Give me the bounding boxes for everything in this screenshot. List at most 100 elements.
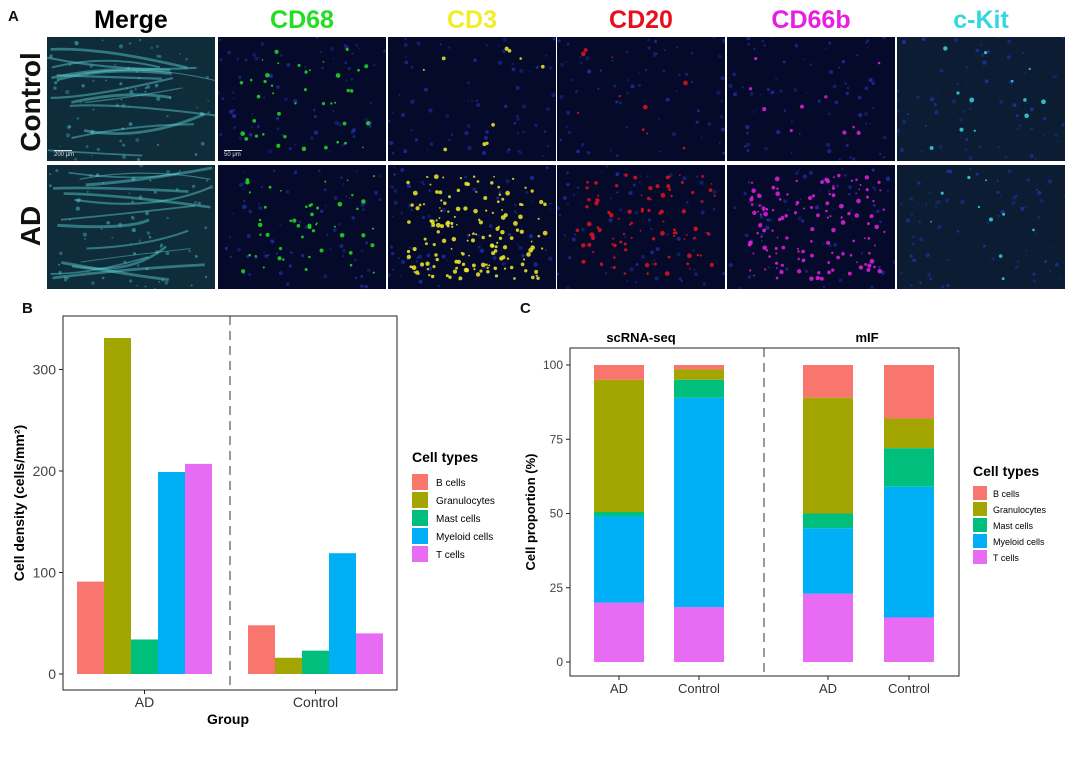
marker-merge-label: Merge [94,6,168,34]
panel-b-ytick-label: 100 [33,564,57,580]
panel-c-bar-segment-myeloid-cells [674,397,724,608]
panel-c-ytick-label: 75 [550,432,564,446]
panel-c-label: C [520,300,531,317]
panel-b-bar-ad-mast-cells [131,639,158,674]
panel-c-legend-label: T cells [993,553,1019,563]
panel-c-xtick-label: AD [610,681,628,696]
panel-b-bar-ad-granulocytes [104,338,131,674]
panel-c-legend-label: Mast cells [993,521,1034,531]
marker-ckit-label: c-Kit [953,6,1009,34]
panel-b-legend-label: Myeloid cells [436,532,493,543]
panel-a-label: A [8,8,19,25]
micrograph-ad-merge [47,165,215,289]
panel-c-legend-label: Granulocytes [993,505,1047,515]
micrograph-control-c-kit [897,37,1065,161]
micrograph-control-cd3 [388,37,556,161]
panel-c-ytick-label: 50 [550,507,564,521]
panel-c-legend-label: Myeloid cells [993,537,1045,547]
panel-b-bar-control-myeloid-cells [329,553,356,674]
panel-b-legend-swatch [412,528,428,544]
panel-c-bar-segment-mast-cells [594,512,644,517]
panel-b-ylabel: Cell density (cells/mm²) [11,425,27,581]
panel-c-ytick-label: 0 [556,655,563,669]
panel-c-bar-segment-myeloid-cells [884,486,934,618]
panel-b-legend-label: Mast cells [436,514,480,525]
panel-c-bar-segment-granulocytes [594,379,644,513]
panel-b-xtick-label: Control [293,694,338,710]
panel-c-bar-segment-myeloid-cells [803,528,853,594]
panel-c-legend-label: B cells [993,489,1020,499]
panel-c-ylabel: Cell proportion (%) [523,454,538,571]
panel-c-bar-segment-myeloid-cells [594,516,644,603]
panel-b-bar-ad-myeloid-cells [158,471,185,674]
panel-c-bar-segment-b-cells [594,365,644,380]
panel-c-legend-swatch [973,502,987,516]
panel-b-legend-title: Cell types [412,449,478,465]
scale-bar-cd68-label: 50 μm [224,152,241,158]
panel-b-ytick-label: 300 [33,361,57,377]
panel-c-bar-segment-t-cells [674,607,724,662]
panel-c-xtick-label: Control [888,681,930,696]
panel-c-bar-segment-mast-cells [884,448,934,487]
panel-b-bar-chart: 0 100 200 300 Cell density (cells/mm²) AD Cont… [11,315,495,727]
panel-c-xtick-label: Control [678,681,720,696]
micrograph-ad-cd3 [388,165,556,289]
micrograph-control-merge [47,37,215,161]
scale-bar-merge: 200 μm [54,150,74,755]
panel-b-bar-ad-b-cells [77,581,104,674]
scale-bar-merge-label: 200 μm [54,152,75,158]
panel-c-bar-segment-t-cells [594,602,644,662]
panel-b-bar-control-t-cells [356,633,383,674]
panel-c-legend-swatch [973,518,987,532]
micrograph-ad-cd68 [218,165,386,289]
marker-cd68-label: CD68 [270,6,334,34]
panel-b-legend-swatch [412,474,428,490]
panel-b-legend-label: B cells [436,478,465,489]
micrograph-ad-cd20 [557,165,725,289]
micrograph-ad-c-kit [897,165,1065,289]
panel-c-bar-segment-b-cells [884,365,934,419]
panel-c-legend-swatch [973,486,987,500]
panel-b-legend-swatch [412,510,428,526]
panel-c-bar-segment-t-cells [884,617,934,662]
scale-bar-cd68: 50 μm [224,150,242,755]
panel-b-xtick-label: AD [135,694,154,710]
panel-c-xtick-label: AD [819,681,837,696]
panel-b-label: B [22,300,33,317]
panel-c-bar-segment-granulocytes [884,418,934,449]
panel-c-bar-segment-mast-cells [674,379,724,398]
marker-cd20-label: CD20 [609,6,673,34]
panel-b-ytick-label: 200 [33,463,57,479]
panel-c-facet-title: mIF [855,330,878,345]
panel-c-legend-swatch [973,534,987,548]
panel-b-legend-label: T cells [436,550,465,561]
marker-cd66b-label: CD66b [771,6,851,34]
micrograph-control-cd66b [727,37,895,161]
panel-c-bar-segment-granulocytes [674,369,724,380]
panel-b-ytick-label: 0 [48,666,56,682]
panel-c-ytick-label: 25 [550,581,564,595]
panel-c-ytick-label: 100 [543,358,563,372]
panel-c-bar-segment-granulocytes [803,397,853,514]
panel-c-facet-title: scRNA-seq [606,330,675,345]
panel-c-bar-segment-mast-cells [803,513,853,529]
panel-c-bar-segment-t-cells [803,593,853,662]
row-label-ad: AD [15,205,46,247]
panel-b-legend-label: Granulocytes [436,496,495,507]
panel-b-xlabel: Group [207,711,249,727]
panel-c-legend-title: Cell types [973,463,1039,479]
marker-cd3-label: CD3 [446,6,497,34]
micrograph-control-cd68 [218,37,386,161]
micrograph-control-cd20 [557,37,725,161]
panel-b-legend-swatch [412,492,428,508]
micrograph-ad-cd66b [727,165,895,289]
panel-b-bar-control-mast-cells [302,650,329,674]
panel-b-bar-control-b-cells [248,625,275,674]
panel-c-legend-swatch [973,550,987,564]
panel-b-bar-control-granulocytes [275,657,302,674]
row-label-control: Control [15,52,46,152]
panel-c-bar-segment-b-cells [803,365,853,398]
panel-c-stacked-bar-chart: scRNA-seq mIF 0 25 50 75 100 Cell proportion (%… [523,330,1047,696]
panel-b-legend-swatch [412,546,428,562]
panel-c-bar-segment-b-cells [674,365,724,370]
